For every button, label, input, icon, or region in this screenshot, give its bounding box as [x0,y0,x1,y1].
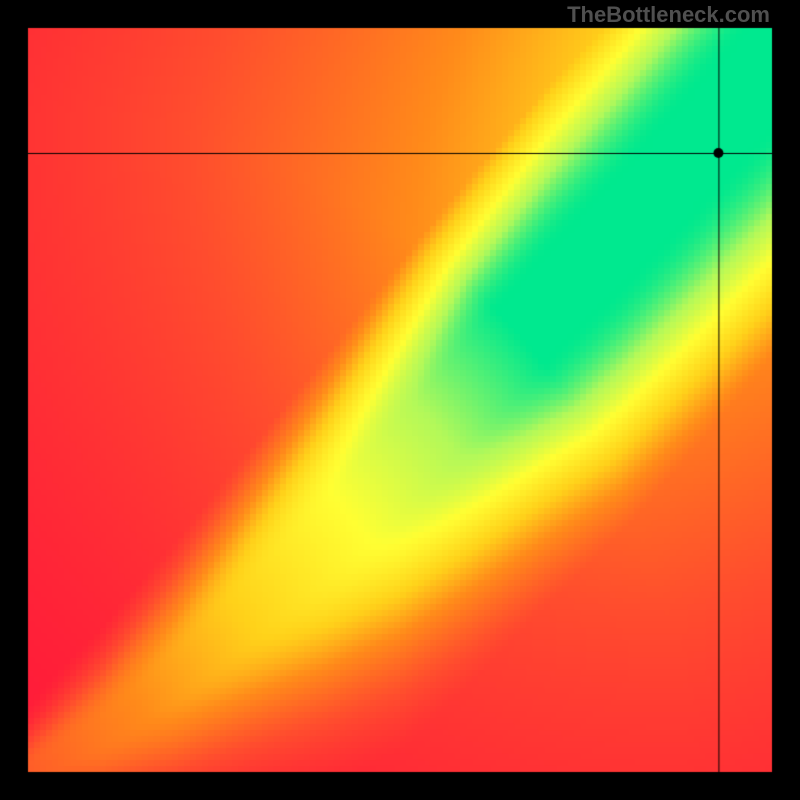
heatmap-canvas [0,0,800,800]
watermark-text: TheBottleneck.com [567,2,770,28]
chart-container: TheBottleneck.com [0,0,800,800]
